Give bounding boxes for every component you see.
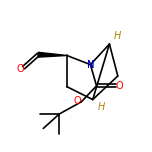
Text: O: O <box>116 81 124 91</box>
Text: O: O <box>74 96 81 106</box>
Text: O: O <box>16 64 24 74</box>
Polygon shape <box>38 52 67 57</box>
Text: H: H <box>113 31 121 41</box>
Text: N: N <box>87 60 94 70</box>
Text: H: H <box>98 102 105 112</box>
Text: N: N <box>87 60 94 70</box>
